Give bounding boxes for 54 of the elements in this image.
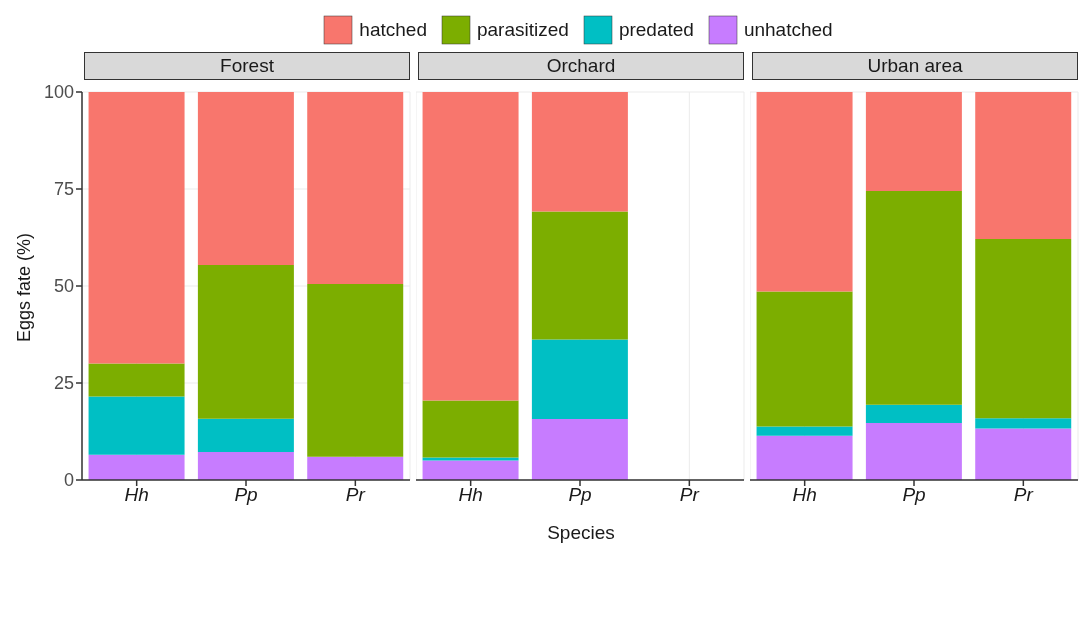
- bar: [422, 460, 519, 480]
- bar: [975, 418, 1072, 429]
- x-tick-label: Pp: [568, 484, 592, 506]
- bar: [865, 404, 962, 423]
- x-axis-title: Species: [546, 521, 616, 545]
- x-tick-label: Hh: [458, 484, 483, 506]
- bar: [197, 265, 294, 419]
- bar: [88, 454, 185, 480]
- legend-label: parasitized: [476, 19, 569, 41]
- x-tick-label: Pr: [345, 484, 366, 506]
- bar: [307, 92, 404, 285]
- bar: [975, 239, 1072, 419]
- bar: [531, 419, 628, 480]
- bar: [197, 92, 294, 266]
- x-tick-label: Pp: [902, 484, 926, 506]
- bar: [865, 92, 962, 191]
- bar: [422, 457, 519, 461]
- x-tick-label: Pp: [234, 484, 258, 506]
- y-tick-label: 25: [53, 373, 74, 394]
- bar: [197, 452, 294, 480]
- bar: [307, 284, 404, 457]
- bar: [422, 92, 519, 401]
- bar: [865, 422, 962, 480]
- legend-label: unhatched: [743, 19, 833, 41]
- chart-title: Urban area: [752, 52, 1078, 80]
- x-tick-label: Hh: [792, 484, 817, 506]
- bar: [975, 92, 1072, 240]
- bar: [88, 396, 185, 455]
- bar: [756, 435, 853, 480]
- bar: [422, 400, 519, 458]
- text: hatched: [359, 19, 427, 41]
- bar: [531, 339, 628, 420]
- y-axis-title: Eggs fate (%): [14, 232, 36, 342]
- bar: [756, 291, 853, 427]
- bar: [975, 428, 1072, 480]
- y-tick-label: 0: [63, 470, 74, 491]
- bar: [307, 456, 404, 480]
- bar: [531, 211, 628, 340]
- x-tick-label: Hh: [124, 484, 149, 506]
- y-tick-label: 75: [53, 179, 74, 200]
- y-tick-label: 50: [53, 276, 74, 297]
- chart-title: Forest: [84, 52, 410, 80]
- bar: [88, 363, 185, 397]
- legend-label: predated: [618, 19, 694, 41]
- chart-title: Orchard: [418, 52, 744, 80]
- bar: [197, 418, 294, 453]
- bar: [756, 426, 853, 436]
- bar: [756, 92, 853, 292]
- x-tick-label: Pr: [1013, 484, 1034, 506]
- bar: [88, 92, 185, 364]
- bar: [531, 92, 628, 212]
- x-tick-label: Pr: [679, 484, 700, 506]
- y-tick-label: 100: [43, 82, 74, 103]
- bar: [865, 190, 962, 405]
